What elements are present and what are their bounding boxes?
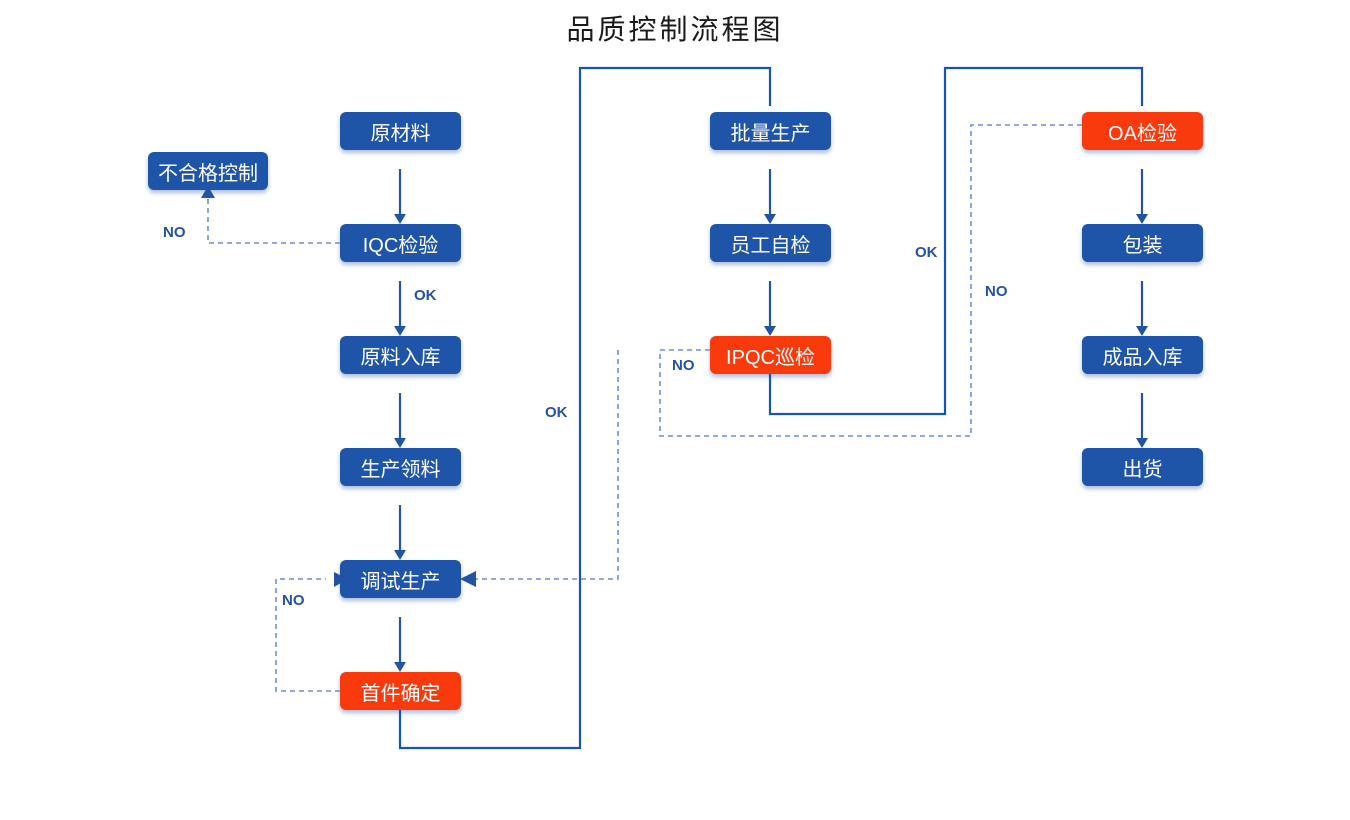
svg-text:NO: NO (672, 357, 695, 374)
svg-text:OK: OK (915, 244, 938, 261)
svg-text:NO: NO (163, 224, 186, 241)
svg-text:NO: NO (282, 592, 305, 609)
svg-text:NO: NO (985, 283, 1008, 300)
svg-text:OK: OK (414, 287, 437, 304)
svg-text:OK: OK (545, 404, 568, 421)
